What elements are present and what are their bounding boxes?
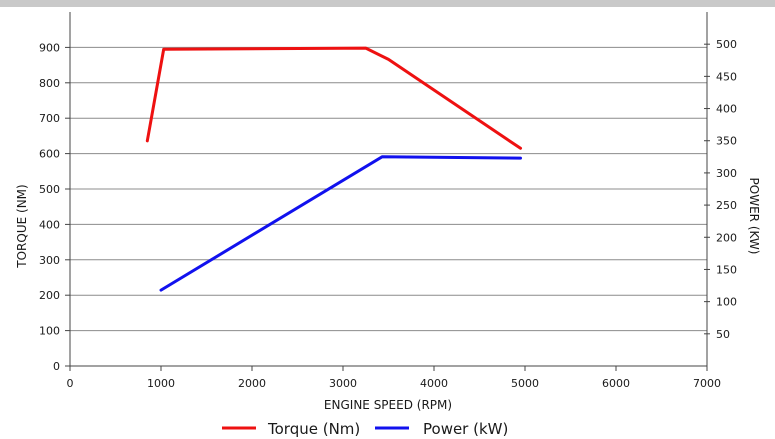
left-tick-label-400: 400 — [39, 218, 60, 231]
right-tick-label-200: 200 — [716, 231, 737, 244]
left-tick-label-300: 300 — [39, 254, 60, 267]
right-tick-label-100: 100 — [716, 296, 737, 309]
top-border-strip — [0, 0, 775, 7]
right-tick-label-250: 250 — [716, 199, 737, 212]
right-tick-label-50: 50 — [716, 328, 730, 341]
right-tick-label-450: 450 — [716, 70, 737, 83]
axes — [65, 12, 710, 371]
x-axis-title: ENGINE SPEED (RPM) — [324, 398, 452, 412]
torque-nm-line — [145, 46, 522, 150]
right-tick-label-350: 350 — [716, 135, 737, 148]
left-tick-label-500: 500 — [39, 183, 60, 196]
series-lines — [145, 46, 522, 292]
x-tick-label-5000: 5000 — [511, 377, 539, 390]
legend: Torque (Nm) Power (kW) — [222, 420, 508, 438]
grid — [70, 46, 707, 332]
left-tick-label-900: 900 — [39, 41, 60, 54]
right-tick-label-400: 400 — [716, 103, 737, 116]
right-tick-label-150: 150 — [716, 263, 737, 276]
left-tick-label-100: 100 — [39, 325, 60, 338]
right-tick-label-300: 300 — [716, 167, 737, 180]
left-tick-label-700: 700 — [39, 112, 60, 125]
left-tick-label-600: 600 — [39, 148, 60, 161]
right-tick-label-500: 500 — [716, 38, 737, 51]
x-tick-label-1000: 1000 — [147, 377, 175, 390]
left-axis-title: TORQUE (NM) — [15, 184, 29, 268]
legend-label-power-kw: Power (kW) — [423, 420, 508, 438]
left-tick-label-200: 200 — [39, 289, 60, 302]
left-tick-label-800: 800 — [39, 77, 60, 90]
power-kw-line — [159, 155, 522, 292]
legend-label-torque-nm: Torque (Nm) — [267, 420, 360, 438]
left-tick-label-0: 0 — [53, 360, 60, 373]
x-tick-label-3000: 3000 — [329, 377, 357, 390]
right-axis-title: POWER (KW) — [747, 178, 761, 255]
x-tick-label-0: 0 — [67, 377, 74, 390]
x-tick-label-6000: 6000 — [602, 377, 630, 390]
x-tick-label-7000: 7000 — [693, 377, 721, 390]
x-tick-label-4000: 4000 — [420, 377, 448, 390]
x-tick-label-2000: 2000 — [238, 377, 266, 390]
tick-labels: 0 100 200 300 400 500 600 700 800 900 50 100 150 200 2… — [39, 38, 737, 390]
